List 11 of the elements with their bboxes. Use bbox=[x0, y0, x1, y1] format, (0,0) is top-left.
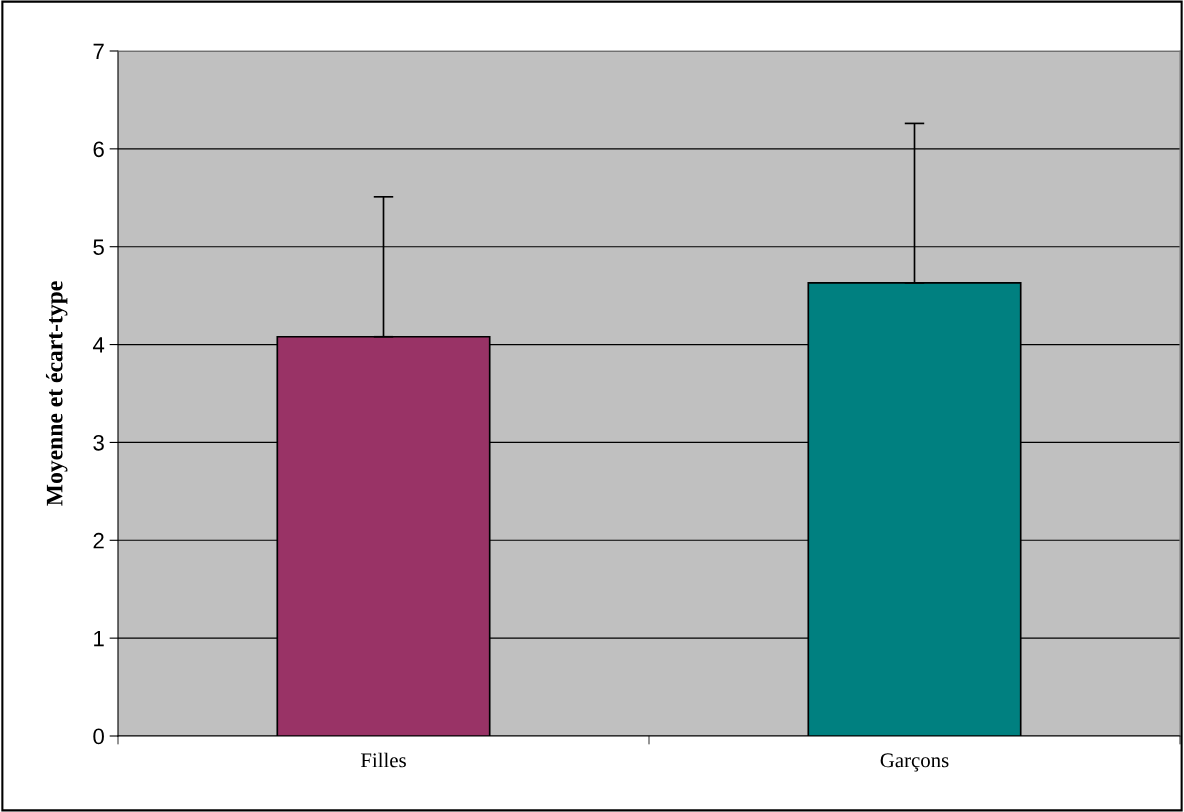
y-tick-label: 6 bbox=[93, 141, 104, 158]
y-tick-label: 3 bbox=[93, 434, 104, 451]
y-tick-label: 5 bbox=[93, 239, 104, 255]
y-tick-label: 2 bbox=[93, 532, 104, 549]
y-axis-title: Moyenne et écart-type bbox=[45, 281, 68, 506]
y-tick-label: 7 bbox=[93, 43, 104, 60]
y-tick-label: 1 bbox=[94, 630, 104, 647]
y-tick-label: 4 bbox=[92, 337, 105, 353]
x-tick-label: Filles bbox=[360, 752, 406, 768]
y-tick-label: 0 bbox=[93, 728, 104, 745]
x-tick-label: Garçons bbox=[880, 753, 949, 772]
